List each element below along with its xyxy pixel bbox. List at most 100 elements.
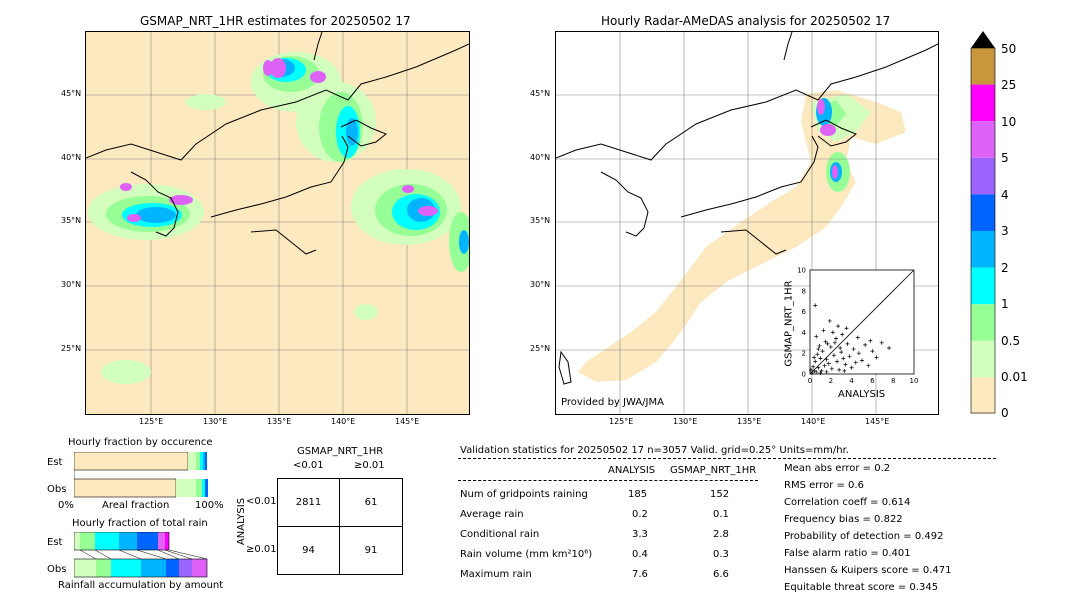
scatter-point: [836, 324, 841, 329]
left-lat-label: 40°N: [61, 153, 82, 162]
scatter-x-tick: 4: [849, 377, 854, 385]
scatter-point: [840, 332, 845, 337]
scatter-point: [809, 367, 814, 372]
colorbar-segment: [971, 48, 995, 85]
scatter-point: [863, 342, 868, 347]
score-line: Hanssen & Kuipers score = 0.471: [784, 565, 952, 576]
colorbar-label: 4: [1001, 188, 1009, 202]
contingency-col-ge: ≥0.01: [354, 460, 385, 471]
scatter-x-tick: 0: [808, 377, 812, 385]
scatter-point: [817, 343, 822, 348]
scatter-ylabel-wrap: GSMAP_NRT_1HR: [776, 280, 796, 366]
scatter-point: [845, 341, 850, 346]
score-line: RMS error = 0.6: [784, 480, 864, 491]
scatter-ylabel: GSMAP_NRT_1HR: [783, 280, 795, 367]
colorbar-segment: [971, 231, 995, 268]
scatter-point: [849, 365, 854, 370]
left-lat-label: 45°N: [61, 89, 82, 98]
scatter-point: [819, 368, 824, 373]
scatter-y-tick: 0: [802, 371, 806, 379]
left-lon-label: 130°E: [203, 417, 228, 426]
colorbar-border: [970, 47, 996, 414]
contingency-row-ge: ≥0.01: [246, 544, 277, 555]
stat-row-gsmap: 0.3: [713, 549, 729, 560]
scatter-y-tick: 4: [802, 329, 807, 337]
scatter-point: [879, 340, 884, 345]
colorbar-segment: [971, 304, 995, 341]
stat-row-label: Maximum rain: [460, 569, 532, 580]
left-map-title: GSMAP_NRT_1HR estimates for 20250502 17: [140, 14, 411, 28]
scatter-point: [830, 330, 835, 335]
scatter-point: [855, 335, 860, 340]
scatter-point: [868, 338, 873, 343]
radar-map-canvas: [556, 32, 938, 414]
contingency-divider-h: [278, 526, 402, 527]
scatter-y-tick: 10: [797, 267, 806, 275]
contingency-col-lt: <0.01: [293, 460, 324, 471]
colorbar-label: 3: [1001, 224, 1009, 238]
scatter-point: [838, 346, 843, 350]
colorbar-segment: [971, 377, 995, 414]
scatter-point: [839, 350, 844, 355]
scatter-diagonal: [809, 269, 915, 375]
left-lon-label: 145°E: [395, 417, 420, 426]
occurrence-axis-right: 100%: [195, 500, 224, 511]
stat-row-analysis: 7.6: [632, 569, 648, 580]
colorbar-segment: [971, 267, 995, 305]
scatter-point: [835, 359, 840, 364]
scatter-point: [832, 340, 837, 345]
occurrence-axis-left: 0%: [58, 500, 74, 511]
total-rain-obs-label: Obs: [47, 564, 67, 575]
right-lon-label: 145°E: [865, 417, 890, 426]
stat-row-label: Num of gridpoints raining: [460, 489, 588, 500]
stat-row-gsmap: 152: [710, 489, 730, 500]
score-line: Frequency bias = 0.822: [784, 514, 903, 525]
occurrence-est-label: Est: [47, 457, 63, 468]
data-credit: Provided by JWA/JMA: [561, 397, 664, 408]
scatter-point: [818, 370, 823, 375]
score-line: Probability of detection = 0.492: [784, 531, 944, 542]
left-lon-label: 135°E: [267, 417, 292, 426]
colorbar-segment: [971, 84, 995, 122]
right-lon-label: 140°E: [801, 417, 826, 426]
scatter-point: [824, 369, 829, 374]
colorbar-label: 25: [1001, 78, 1017, 92]
colorbar-segment: [971, 340, 995, 378]
colorbar: [970, 30, 996, 414]
colorbar-label: 2: [1001, 261, 1009, 275]
scatter-point: [812, 355, 817, 360]
right-lon-label: 135°E: [737, 417, 762, 426]
right-lat-label: 35°N: [530, 216, 551, 225]
occurrence-title: Hourly fraction by occurence: [68, 437, 213, 448]
scatter-x-tick: 10: [910, 377, 919, 385]
colorbar-label: 0.01: [1001, 370, 1028, 384]
colorbar-label: 1: [1001, 297, 1009, 311]
total-rain-title: Hourly fraction of total rain: [72, 518, 208, 529]
stat-row-label: Rain volume (mm km²10⁶): [460, 549, 593, 560]
scatter-point: [824, 357, 829, 362]
scatter-point: [825, 341, 830, 346]
total-rain-axis-label: Rainfall accumulation by amount: [58, 580, 224, 591]
colorbar-label: 0.5: [1001, 334, 1021, 348]
colorbar-label: 50: [1001, 42, 1017, 56]
scatter-plot: 00 2 2 4 4 6 6 8 8 10 10: [797, 267, 919, 386]
right-lon-label: 130°E: [673, 417, 698, 426]
scatter-x-tick: 2: [829, 377, 833, 385]
colorbar-segment: [971, 194, 995, 231]
score-line: False alarm ratio = 0.401: [784, 548, 911, 559]
scatter-point: [844, 326, 849, 331]
left-lat-label: 25°N: [61, 344, 82, 353]
scatter-point: [842, 368, 847, 373]
colorbar-label: 0: [1001, 406, 1009, 420]
colorbar-label: 10: [1001, 115, 1017, 129]
colorbar-segment: [971, 121, 995, 158]
scatter-point: [853, 360, 858, 365]
validation-col-gsmap: GSMAP_NRT_1HR: [670, 465, 757, 476]
contingency-cell-b: 61: [364, 497, 378, 508]
occurrence-bars: [74, 452, 208, 498]
right-lon-label: 125°E: [609, 417, 634, 426]
scatter-point: [826, 361, 831, 366]
scatter-point: [851, 347, 856, 352]
validation-divider: [458, 458, 996, 459]
scatter-point: [834, 336, 838, 341]
